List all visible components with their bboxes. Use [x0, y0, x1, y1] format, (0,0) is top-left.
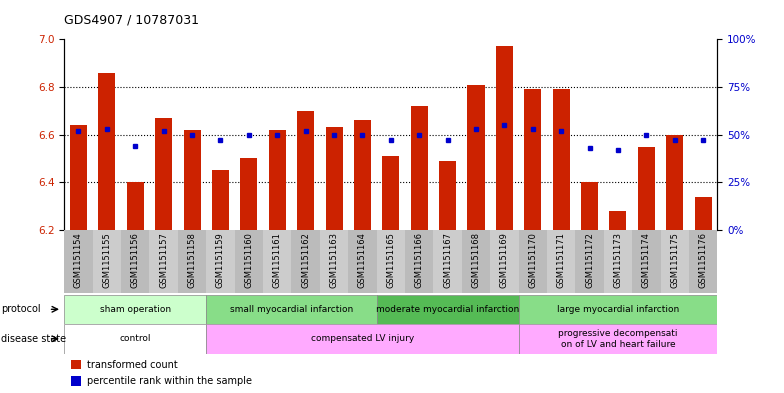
Text: GSM1151168: GSM1151168 — [471, 232, 481, 288]
Bar — [547, 230, 575, 293]
Text: GSM1151172: GSM1151172 — [585, 232, 594, 288]
Text: GSM1151161: GSM1151161 — [273, 232, 281, 288]
Text: GSM1151163: GSM1151163 — [329, 232, 339, 288]
Bar — [467, 84, 485, 230]
Bar — [490, 230, 518, 293]
Bar — [439, 161, 456, 230]
Bar — [269, 130, 285, 230]
Bar — [64, 230, 93, 293]
Text: GSM1151157: GSM1151157 — [159, 232, 169, 288]
Text: GSM1151158: GSM1151158 — [187, 232, 197, 288]
Bar — [93, 230, 121, 293]
Text: GSM1151166: GSM1151166 — [415, 232, 423, 288]
Bar — [320, 230, 348, 293]
Text: small myocardial infarction: small myocardial infarction — [230, 305, 353, 314]
Bar — [127, 182, 143, 230]
Text: GSM1151173: GSM1151173 — [613, 232, 622, 288]
Text: GSM1151169: GSM1151169 — [500, 232, 509, 288]
Bar — [405, 230, 434, 293]
Text: GSM1151160: GSM1151160 — [245, 232, 253, 288]
Text: large myocardial infarction: large myocardial infarction — [557, 305, 679, 314]
Bar — [297, 111, 314, 230]
Bar — [241, 158, 257, 230]
Text: GSM1151171: GSM1151171 — [557, 232, 566, 288]
Bar — [411, 106, 428, 230]
Bar — [609, 211, 626, 230]
Bar — [234, 230, 263, 293]
Text: GSM1151167: GSM1151167 — [443, 232, 452, 288]
Bar — [206, 324, 518, 354]
Bar — [695, 196, 712, 230]
Bar — [496, 46, 513, 230]
Bar — [263, 230, 292, 293]
Bar — [325, 127, 343, 230]
Text: GSM1151170: GSM1151170 — [528, 232, 537, 288]
Bar — [524, 89, 541, 230]
Text: GSM1151165: GSM1151165 — [387, 232, 395, 288]
Bar — [212, 170, 229, 230]
Bar — [354, 120, 371, 230]
Bar — [518, 324, 717, 354]
Bar — [64, 324, 206, 354]
Text: disease state: disease state — [1, 334, 66, 344]
Text: GSM1151154: GSM1151154 — [74, 232, 83, 288]
Text: protocol: protocol — [1, 304, 41, 314]
Text: moderate myocardial infarction: moderate myocardial infarction — [376, 305, 519, 314]
Bar — [348, 230, 376, 293]
Bar — [292, 230, 320, 293]
Text: compensated LV injury: compensated LV injury — [310, 334, 414, 343]
Bar — [206, 295, 376, 324]
Bar — [376, 295, 518, 324]
Text: transformed count: transformed count — [87, 360, 178, 370]
Text: GSM1151176: GSM1151176 — [699, 232, 708, 288]
Bar — [661, 230, 689, 293]
Text: GSM1151164: GSM1151164 — [358, 232, 367, 288]
Bar — [183, 130, 201, 230]
Text: percentile rank within the sample: percentile rank within the sample — [87, 376, 252, 386]
Bar — [666, 135, 684, 230]
Bar — [462, 230, 490, 293]
Bar — [71, 360, 81, 369]
Text: GSM1151175: GSM1151175 — [670, 232, 679, 288]
Bar — [575, 230, 604, 293]
Bar — [70, 125, 87, 230]
Text: GDS4907 / 10787031: GDS4907 / 10787031 — [64, 14, 199, 27]
Text: GSM1151162: GSM1151162 — [301, 232, 310, 288]
Bar — [98, 73, 115, 230]
Bar — [150, 230, 178, 293]
Bar — [689, 230, 717, 293]
Text: GSM1151155: GSM1151155 — [103, 232, 111, 288]
Text: GSM1151156: GSM1151156 — [131, 232, 140, 288]
Text: GSM1151159: GSM1151159 — [216, 232, 225, 288]
Bar — [383, 156, 399, 230]
Bar — [638, 147, 655, 230]
Bar — [553, 89, 570, 230]
Text: GSM1151174: GSM1151174 — [642, 232, 651, 288]
Bar — [434, 230, 462, 293]
Bar — [155, 118, 172, 230]
Text: sham operation: sham operation — [100, 305, 171, 314]
Bar — [604, 230, 632, 293]
Text: control: control — [119, 334, 151, 343]
Bar — [121, 230, 150, 293]
Bar — [518, 295, 717, 324]
Text: progressive decompensati
on of LV and heart failure: progressive decompensati on of LV and he… — [558, 329, 677, 349]
Bar — [632, 230, 661, 293]
Bar — [64, 295, 206, 324]
Bar — [206, 230, 234, 293]
Bar — [581, 182, 598, 230]
Bar — [376, 230, 405, 293]
Bar — [178, 230, 206, 293]
Bar — [71, 376, 81, 386]
Bar — [518, 230, 547, 293]
